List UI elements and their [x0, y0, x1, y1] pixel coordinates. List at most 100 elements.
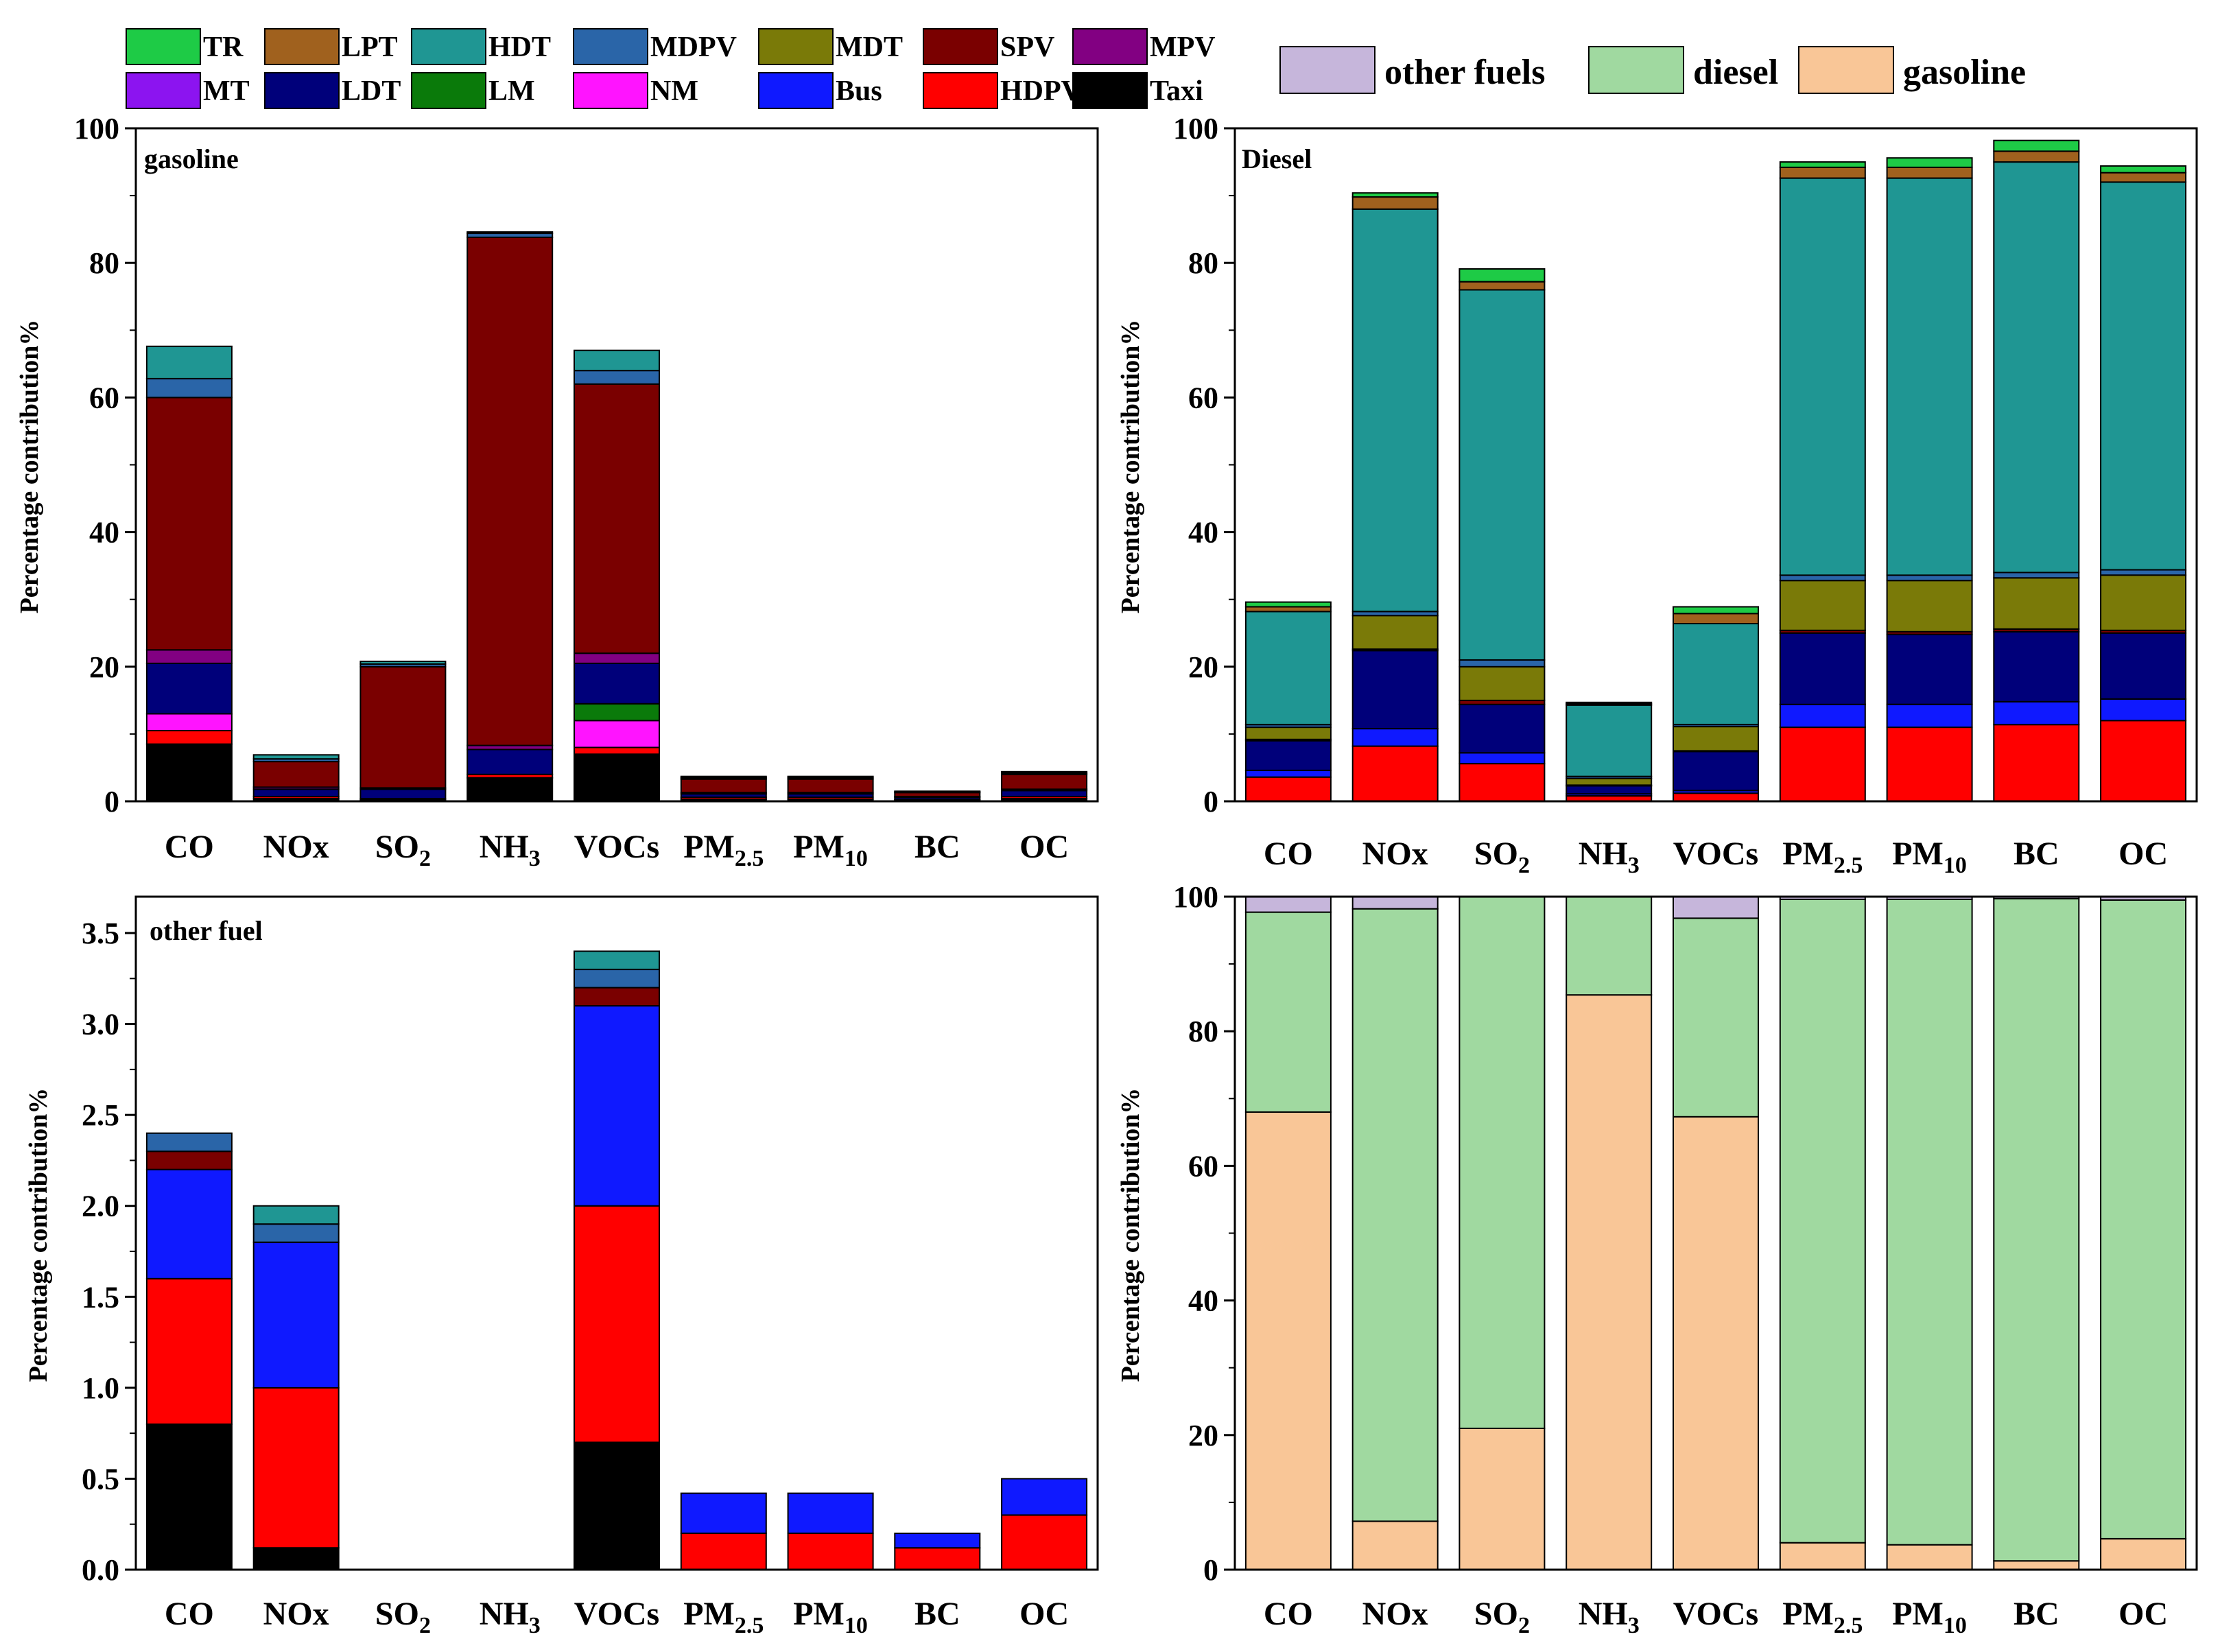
legend-label-mdt: MDT	[836, 32, 903, 63]
y-tick-label: 1.0	[82, 1371, 119, 1405]
bar-gasoline-bc	[1993, 1560, 2080, 1570]
bar-hdpv-co	[145, 730, 233, 745]
bar-mdpv-oc	[2100, 569, 2187, 576]
panel-title: gasoline	[144, 143, 239, 174]
bar-hdt-pm10	[1886, 177, 1973, 576]
bar-gasoline-so2	[1459, 1428, 1546, 1570]
bar-ldt-so2	[1459, 703, 1546, 754]
bar-gasoline-pm2-5	[1779, 1542, 1866, 1571]
bar-lpt-pm10	[1886, 166, 1973, 179]
x-tick-label-nh3: NH3	[1579, 836, 1640, 878]
x-tick-label-so2: SO2	[1474, 836, 1530, 878]
y-tick-label: 60	[1188, 381, 1218, 414]
bar-hdt-nox	[252, 754, 340, 760]
bar-hdpv-nox	[252, 1386, 340, 1549]
bar-tr-bc	[1993, 139, 2080, 152]
x-tick-label-oc: OC	[2118, 1596, 2168, 1632]
bar-diesel-vocs	[1673, 917, 1759, 1118]
bar-taxi-nh3	[467, 777, 554, 802]
y-tick-label: 100	[1173, 112, 1218, 145]
bar-hdpv-pm2-5	[1779, 727, 1866, 802]
panel-title: Diesel	[1242, 143, 1312, 174]
bar-bus-vocs	[574, 1005, 660, 1207]
bar-spv-pm10	[787, 778, 874, 794]
bar-mdt-so2	[1459, 665, 1546, 701]
bar-ldt-oc	[2100, 632, 2187, 700]
bar-mdpv-nox	[252, 1223, 340, 1243]
x-tick-label-so2: SO2	[1474, 1596, 1530, 1638]
bar-hdpv-pm10	[1886, 727, 1973, 802]
bar-tr-vocs	[1673, 606, 1759, 615]
bar-taxi-co	[145, 743, 233, 802]
legend-swatch-diesel	[1588, 46, 1684, 94]
legend-label-tr: TR	[203, 32, 244, 63]
y-axis-title: Percentage contribution%	[1116, 320, 1145, 614]
bar-lpt-bc	[1993, 150, 2080, 163]
x-tick-label-so2: SO2	[375, 829, 431, 871]
bar-other-fuels-co	[1244, 896, 1332, 913]
y-tick-label: 2.5	[82, 1098, 119, 1132]
y-tick-label: 1.5	[82, 1280, 119, 1314]
x-tick-label-nh3: NH3	[480, 829, 541, 871]
bar-hdt-nh3	[467, 231, 554, 235]
bar-tr-oc	[2100, 165, 2187, 174]
legend-swatch-mdpv	[573, 28, 648, 65]
x-tick-label-bc: BC	[914, 1596, 960, 1632]
legend-label-lpt: LPT	[342, 32, 398, 63]
x-tick-label-vocs: VOCs	[1673, 1596, 1758, 1632]
bar-other-fuels-vocs	[1673, 896, 1759, 919]
bar-nm-co	[145, 713, 233, 731]
legend-swatch-other-fuels	[1279, 46, 1375, 94]
y-axis-title: Percentage contribution%	[15, 320, 44, 614]
y-tick-label: 100	[1173, 880, 1218, 914]
x-tick-label-co: CO	[165, 829, 214, 865]
bar-mdt-bc	[1993, 577, 2080, 630]
bar-lpt-pm2-5	[1779, 166, 1866, 179]
y-tick-label: 3.5	[82, 917, 119, 950]
bar-tr-nh3	[1566, 701, 1653, 705]
legend-label-ldt: LDT	[342, 75, 401, 107]
bar-mdt-nh3	[1566, 777, 1653, 786]
bar-bus-pm2-5	[1779, 703, 1866, 729]
x-tick-label-bc: BC	[914, 829, 960, 865]
bar-spv-oc	[1001, 773, 1088, 790]
bar-mdpv-bc	[1993, 571, 2080, 579]
legend-swatch-mpv	[1072, 28, 1148, 65]
x-tick-label-pm2-5: PM2.5	[683, 1596, 764, 1638]
legend-swatch-hdpv	[923, 72, 998, 109]
bar-hdt-co	[1244, 611, 1332, 726]
bar-bus-co	[1244, 769, 1332, 778]
bar-hdt-vocs	[574, 950, 660, 970]
x-tick-label-nox: NOx	[1362, 1596, 1428, 1632]
bar-gasoline-oc	[2100, 1537, 2187, 1570]
bar-bus-pm10	[1886, 703, 1973, 729]
bar-bus-nox	[252, 1241, 340, 1389]
bar-hdt-so2	[359, 661, 447, 665]
bar-mdt-vocs	[1673, 726, 1759, 752]
legend-label-bus: Bus	[836, 75, 882, 107]
y-tick-label: 60	[89, 381, 119, 414]
x-tick-label-oc: OC	[1019, 1596, 1069, 1632]
bar-gasoline-nox	[1351, 1520, 1439, 1570]
bar-ldt-so2	[359, 788, 447, 800]
chart-diesel: CO NOx SO2 NH3 VOCs PM2.5 PM10 BC OC 0 20 40 60 80 100…	[1116, 112, 2198, 878]
bar-ldt-nox	[252, 788, 340, 798]
bar-hdpv-vocs	[574, 1205, 660, 1443]
x-tick-label-pm2-5: PM2.5	[1782, 1596, 1863, 1638]
y-tick-label: 0	[1203, 1553, 1218, 1587]
bar-hdpv-vocs	[1673, 792, 1759, 802]
bar-hdpv-bc	[1993, 724, 2080, 802]
bar-ldt-vocs	[574, 662, 660, 705]
bar-hdpv-oc	[2100, 720, 2187, 803]
y-tick-label: 3.0	[82, 1008, 119, 1041]
x-tick-label-nh3: NH3	[480, 1596, 541, 1638]
bar-tr-co	[1244, 601, 1332, 608]
bar-taxi-nox	[252, 1547, 340, 1570]
bar-mpv-co	[145, 649, 233, 664]
x-tick-label-co: CO	[165, 1596, 214, 1632]
bar-mpv-vocs	[574, 652, 660, 664]
y-tick-label: 40	[89, 516, 119, 550]
bar-lm-vocs	[574, 703, 660, 722]
bar-lpt-vocs	[1673, 613, 1759, 624]
